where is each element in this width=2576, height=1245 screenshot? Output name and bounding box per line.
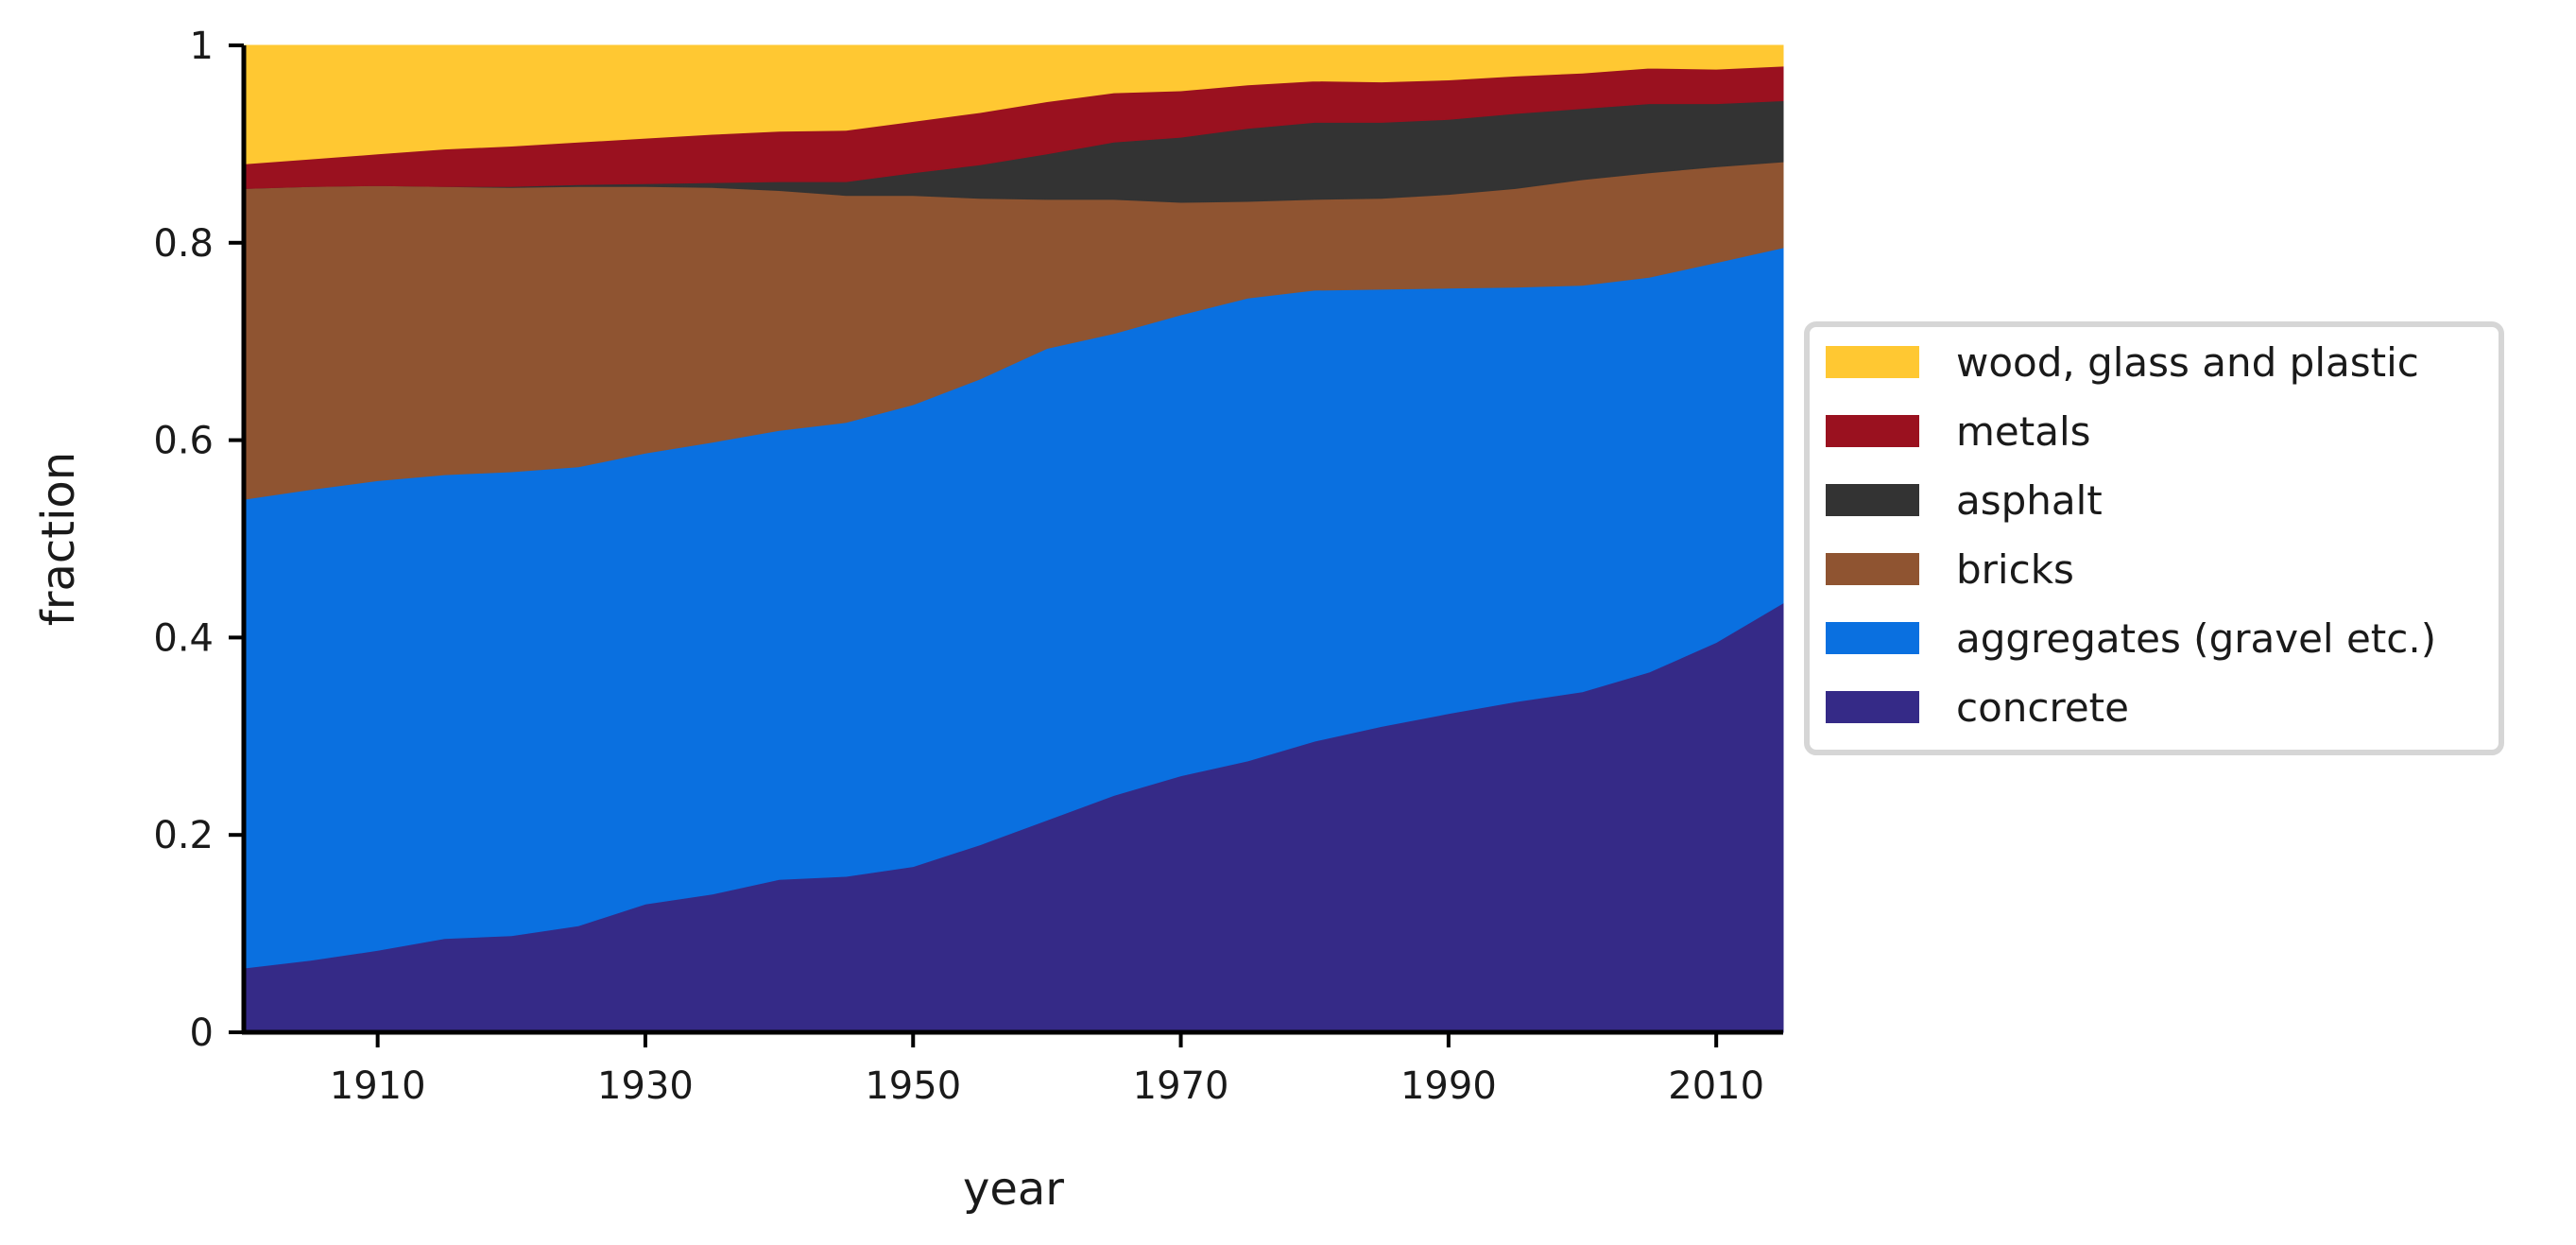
legend-swatch-concrete xyxy=(1826,691,1919,723)
x-tick-label: 1970 xyxy=(1133,1064,1229,1108)
y-tick-label: 0.2 xyxy=(153,814,214,857)
legend-swatch-aggregates-gravel-etc xyxy=(1826,622,1919,654)
legend-label-aggregates-gravel-etc: aggregates (gravel etc.) xyxy=(1956,615,2436,662)
y-tick-label: 0 xyxy=(190,1012,214,1055)
x-tick-label: 1910 xyxy=(330,1064,426,1108)
legend-label-concrete: concrete xyxy=(1956,684,2129,731)
y-axis-label: fraction xyxy=(32,452,85,626)
legend: wood, glass and plastic metals asphalt bric… xyxy=(1804,321,2504,755)
area-wood-glass-and-plastic xyxy=(243,44,1784,164)
legend-swatch-wood-glass-and-plastic xyxy=(1826,346,1919,378)
legend-box xyxy=(1804,321,2504,755)
y-tick-label: 1 xyxy=(190,25,214,68)
x-tick-label: 1990 xyxy=(1400,1064,1497,1108)
x-axis-ticks: 1910 1930 1950 1970 1990 2010 xyxy=(330,1032,1764,1108)
legend-label-bricks: bricks xyxy=(1956,546,2074,593)
legend-swatch-asphalt xyxy=(1826,484,1919,516)
y-axis-ticks: 0 0.2 0.4 0.6 0.8 1 xyxy=(153,25,244,1055)
x-tick-label: 1930 xyxy=(597,1064,694,1108)
y-tick-label: 0.4 xyxy=(153,616,214,660)
axes xyxy=(241,45,1783,1035)
legend-label-metals: metals xyxy=(1956,408,2091,455)
x-tick-label: 2010 xyxy=(1668,1064,1764,1108)
legend-label-asphalt: asphalt xyxy=(1956,477,2103,524)
legend-swatch-metals xyxy=(1826,415,1919,447)
area-layers xyxy=(243,44,1784,1033)
x-axis-label: year xyxy=(963,1163,1064,1216)
x-tick-label: 1950 xyxy=(865,1064,961,1108)
legend-label-wood-glass-and-plastic: wood, glass and plastic xyxy=(1956,339,2419,386)
y-tick-label: 0.8 xyxy=(153,222,214,266)
legend-swatch-bricks xyxy=(1826,553,1919,585)
y-tick-label: 0.6 xyxy=(153,420,214,463)
